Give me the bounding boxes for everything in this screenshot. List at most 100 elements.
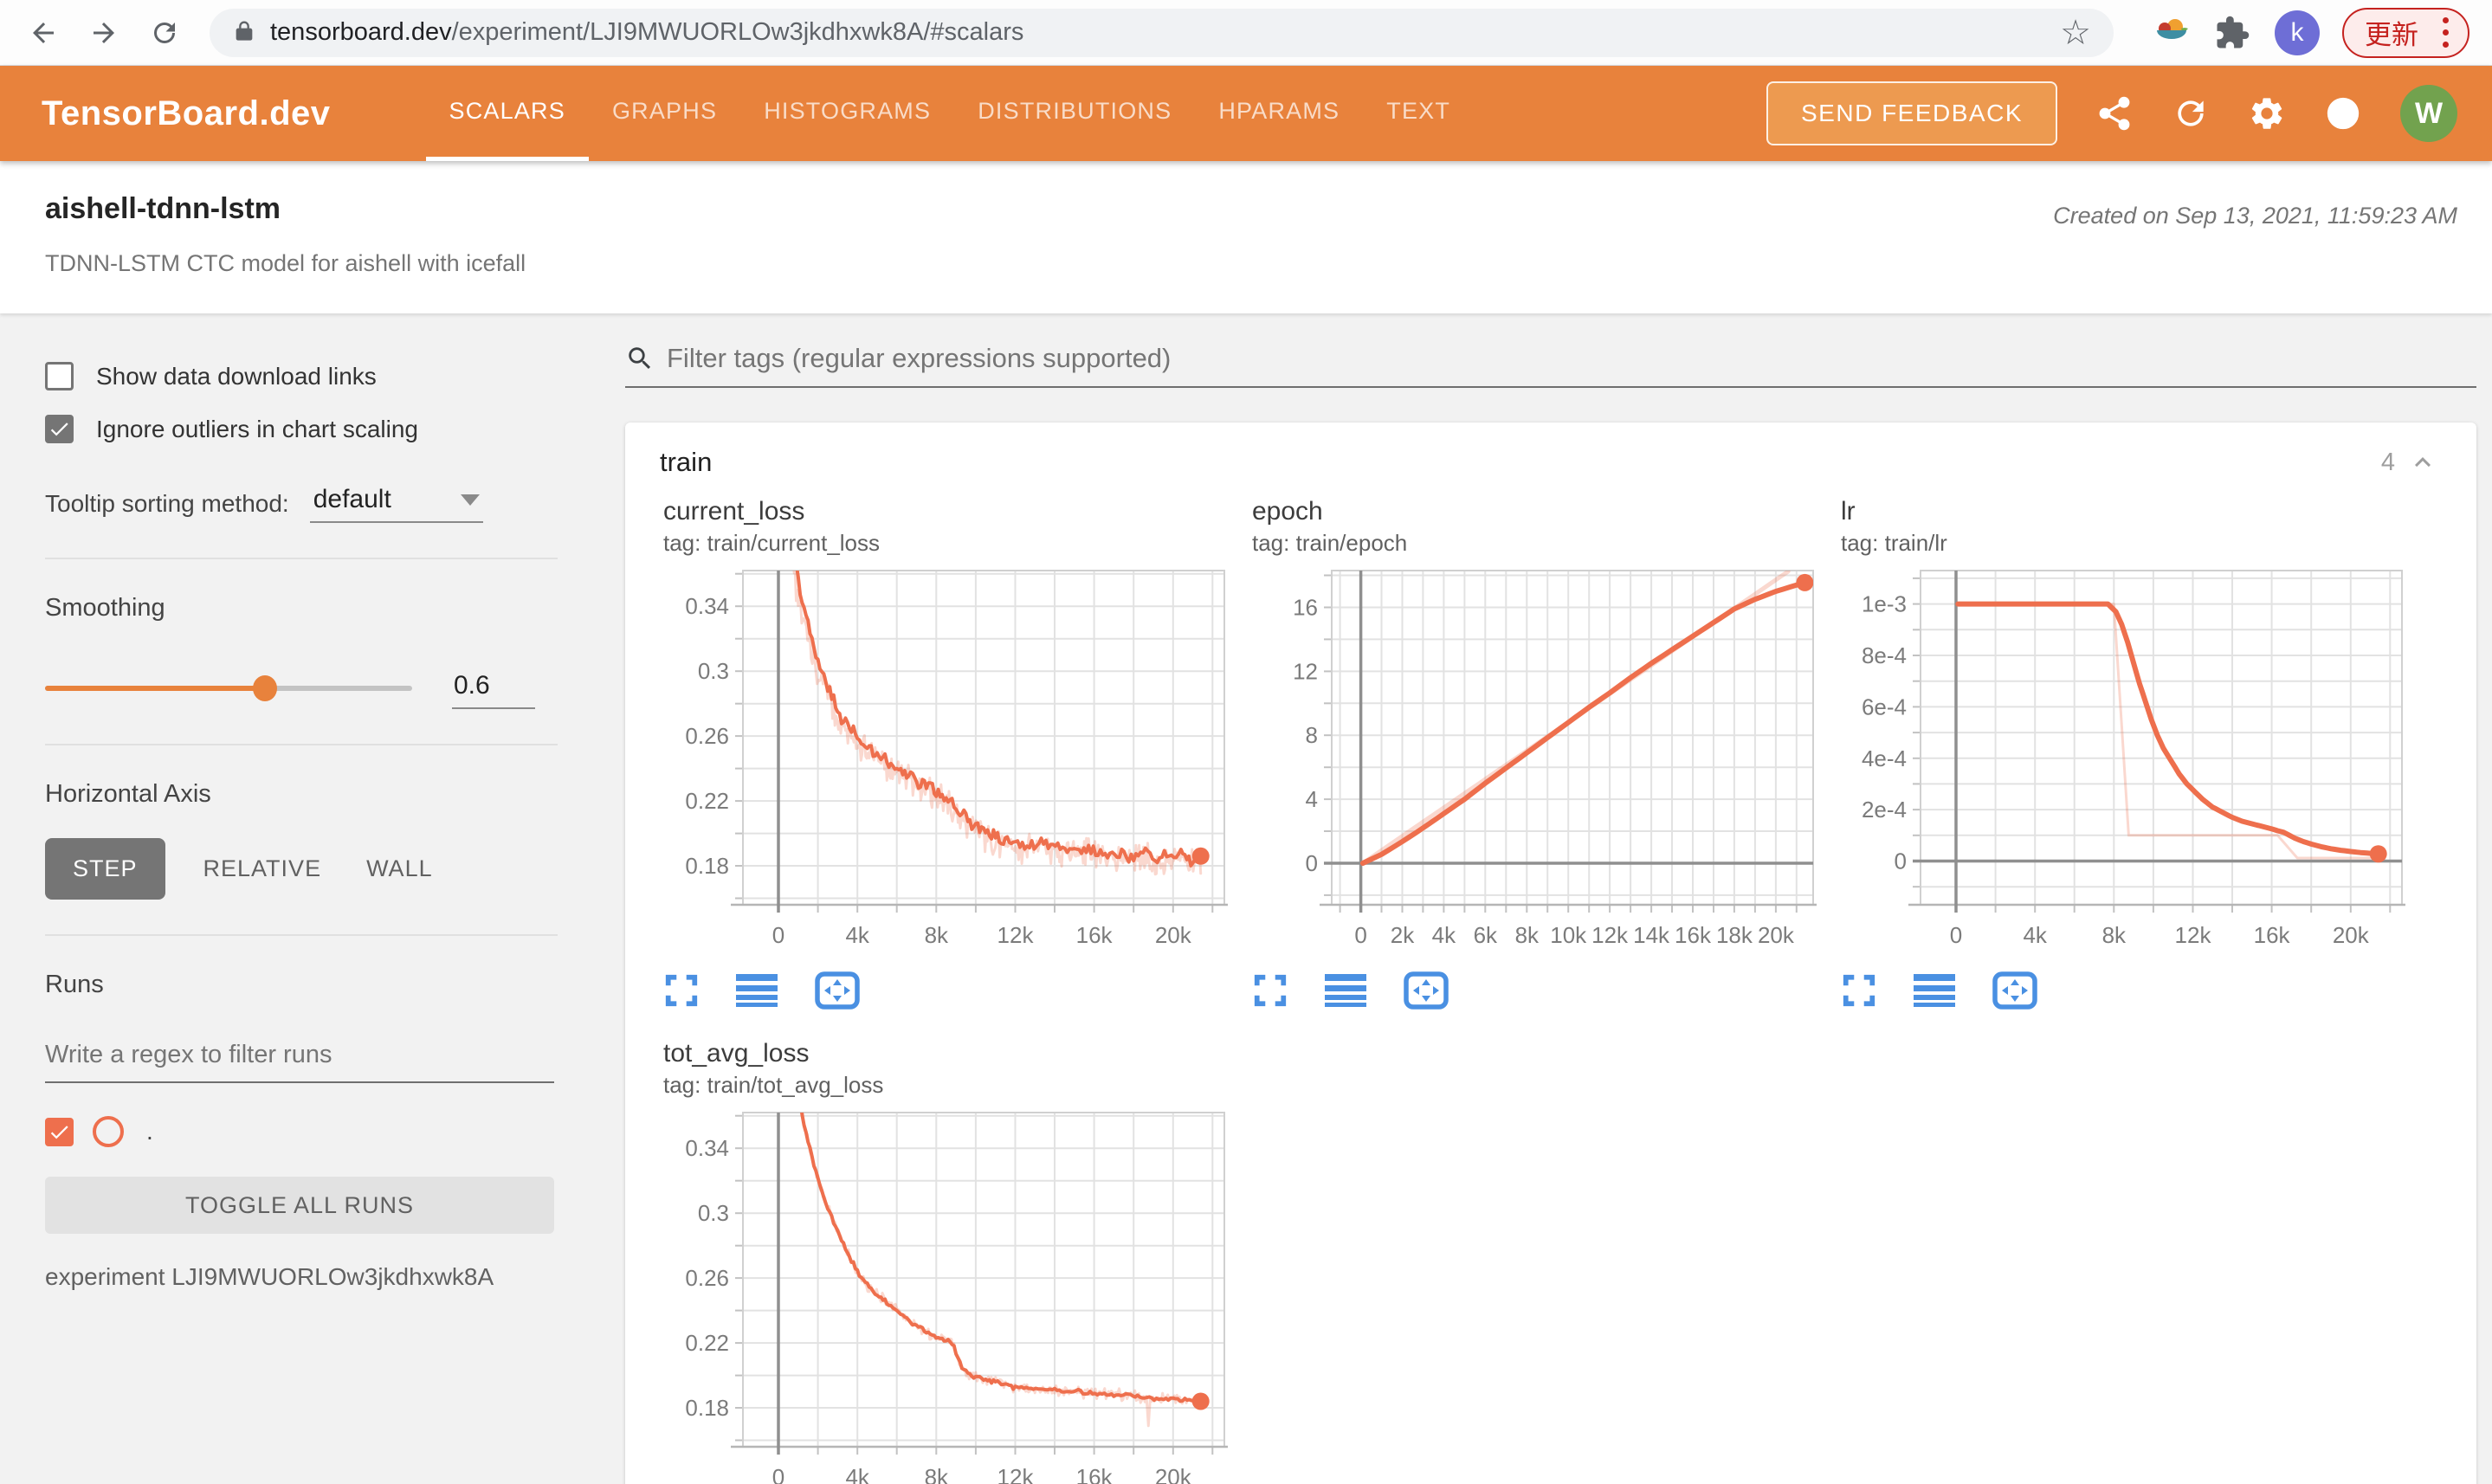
axis-option-relative[interactable]: RELATIVE [203,855,322,881]
chart-card-current_loss: current_loss tag: train/current_loss 0 4k 8k… [663,497,1235,1016]
svg-text:4: 4 [1306,786,1318,812]
chart-title: tot_avg_loss [663,1039,810,1068]
runs-label: Runs [45,971,104,998]
show-download-links-label: Show data download links [96,362,377,390]
fit-domain-icon[interactable] [814,971,861,1010]
settings-gear-icon[interactable] [2248,94,2286,132]
svg-text:16k: 16k [1675,922,1712,948]
runs-filter-input[interactable] [45,1034,554,1083]
send-feedback-button[interactable]: SEND FEEDBACK [1766,81,2057,145]
svg-text:12k: 12k [1591,922,1629,948]
chart-plot-epoch[interactable]: 0 2k 4k 6k 8k 10k 12k 14k 16k 18k 20k 0 4 8 12 16 [1252,564,1824,953]
settings-sidebar: Show data download links Ignore outliers… [0,313,592,1484]
lock-icon [232,18,256,47]
chart-tag: tag: train/lr [1841,530,1947,556]
tab-distributions[interactable]: DISTRIBUTIONS [978,98,1172,124]
run-row[interactable]: . [45,1116,554,1147]
browser-menu-icon[interactable] [2436,14,2456,51]
svg-text:0.26: 0.26 [685,723,729,749]
forward-button[interactable] [83,12,125,54]
svg-text:4k: 4k [845,1464,869,1484]
main-panel: train 4 current_loss tag: train/current_l… [592,313,2492,1484]
svg-text:12k: 12k [997,922,1035,948]
svg-text:18k: 18k [1716,922,1753,948]
svg-text:8k: 8k [1515,922,1540,948]
run-checkbox[interactable] [45,1117,74,1146]
address-bar[interactable]: tensorboard.dev/experiment/LJI9MWUORLOw3… [210,8,2114,57]
chrome-update-button[interactable]: 更新 [2342,7,2469,58]
svg-text:6e-4: 6e-4 [1862,694,1907,719]
reload-data-icon[interactable] [2172,94,2210,132]
chart-plot-current_loss[interactable]: 0 4k 8k 12k 16k 20k 0.34 0.3 0.26 0.22 0.18 [663,564,1235,953]
log-scale-icon[interactable] [736,972,778,1009]
svg-text:0.3: 0.3 [698,658,729,684]
svg-text:12k: 12k [2175,922,2212,948]
nav-tabs: SCALARS GRAPHS HISTOGRAMS DISTRIBUTIONS HPAR… [425,66,1475,161]
svg-text:14k: 14k [1633,922,1670,948]
user-avatar[interactable]: W [2400,85,2457,142]
chart-title: lr [1841,497,1856,526]
svg-text:4k: 4k [2023,922,2047,948]
fullscreen-icon[interactable] [1841,972,1877,1009]
svg-text:0.18: 0.18 [685,1395,729,1421]
show-download-links-row[interactable]: Show data download links [45,362,554,390]
chart-plot-lr[interactable]: 0 4k 8k 12k 16k 20k 0 2e-4 4e-4 6e-4 8e-4 1e-3 [1841,564,2412,953]
tab-graphs[interactable]: GRAPHS [611,98,718,124]
show-download-links-checkbox[interactable] [45,362,74,390]
extension-bowl-icon[interactable] [2152,13,2192,53]
chart-card-lr: lr tag: train/lr 0 4k 8k 12k 16k 20k 0 2e-4 4e-4 6e… [1841,497,2412,1016]
divider [45,558,558,559]
svg-text:0: 0 [1306,850,1318,876]
ignore-outliers-row[interactable]: Ignore outliers in chart scaling [45,415,554,443]
axis-option-wall[interactable]: WALL [366,855,433,881]
svg-text:0: 0 [1354,922,1366,948]
tag-filter-row [625,343,2476,388]
fit-domain-icon[interactable] [1403,971,1449,1010]
svg-text:0.3: 0.3 [698,1200,729,1226]
tooltip-sorting-select[interactable]: default [309,485,483,523]
extensions-puzzle-icon[interactable] [2214,15,2250,51]
svg-text:16k: 16k [1076,922,1114,948]
browser-profile-avatar[interactable]: k [2275,10,2320,55]
fit-domain-icon[interactable] [1992,971,2038,1010]
chart-plot-tot_avg_loss[interactable]: 0 4k 8k 12k 16k 20k 0.34 0.3 0.26 0.22 0.18 [663,1106,1235,1484]
svg-text:0: 0 [1895,848,1907,874]
fullscreen-icon[interactable] [1252,972,1288,1009]
svg-text:16k: 16k [2254,922,2291,948]
collapse-chevron-icon[interactable] [2407,447,2438,478]
chart-tag: tag: train/epoch [1252,530,1408,556]
share-icon[interactable] [2095,94,2134,132]
train-group-header[interactable]: train 4 [625,423,2476,492]
experiment-description: TDNN-LSTM CTC model for aishell with ice… [45,250,526,276]
svg-text:0: 0 [1950,922,1962,948]
chart-toolbar [1841,965,2412,1016]
smoothing-value-input[interactable] [452,668,535,709]
chart-title: current_loss [663,497,805,526]
slider-thumb[interactable] [253,675,278,701]
svg-text:4e-4: 4e-4 [1862,745,1907,771]
svg-text:16: 16 [1293,595,1318,621]
svg-text:0.22: 0.22 [685,1330,729,1356]
bookmark-star-icon[interactable]: ☆ [2060,13,2091,52]
back-button[interactable] [23,12,64,54]
toggle-all-runs-button[interactable]: TOGGLE ALL RUNS [45,1177,554,1234]
reload-button[interactable] [144,12,185,54]
fullscreen-icon[interactable] [663,972,700,1009]
run-color-swatch [93,1116,124,1147]
log-scale-icon[interactable] [1325,972,1366,1009]
tooltip-sorting-value: default [313,485,391,513]
log-scale-icon[interactable] [1914,972,1955,1009]
smoothing-slider[interactable] [45,675,412,701]
chart-tag: tag: train/current_loss [663,530,881,556]
tag-filter-input[interactable] [667,343,2476,374]
tab-hparams[interactable]: HPARAMS [1218,98,1340,124]
svg-text:8: 8 [1306,722,1318,748]
tab-histograms[interactable]: HISTOGRAMS [764,98,932,124]
ignore-outliers-checkbox[interactable] [45,415,74,443]
dropdown-caret-icon [460,494,480,506]
axis-option-step[interactable]: STEP [45,838,165,900]
help-icon[interactable]: ? [2324,94,2362,132]
tensorboard-logo: TensorBoard.dev [42,94,331,132]
tab-scalars[interactable]: SCALARS [425,66,589,161]
tab-text[interactable]: TEXT [1386,98,1451,124]
